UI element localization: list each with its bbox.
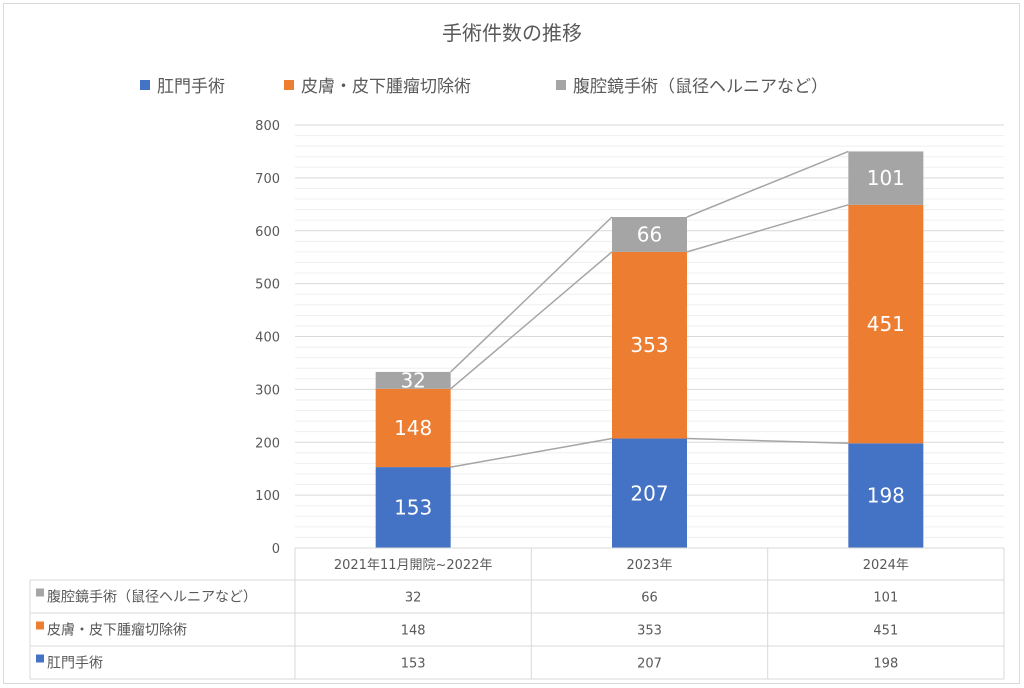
bar-segment <box>848 443 924 548</box>
table-cell: 198 <box>873 657 898 672</box>
y-tick-label: 500 <box>255 278 280 293</box>
series-line <box>686 204 849 253</box>
chart-title: 手術件数の推移 <box>442 21 582 45</box>
legend-label: 皮膚・皮下腫瘤切除術 <box>301 77 471 97</box>
data-label: 451 <box>867 312 905 336</box>
bar-segment <box>848 151 924 205</box>
y-tick-label: 800 <box>255 119 280 134</box>
data-label: 153 <box>394 496 432 520</box>
data-label: 32 <box>400 368 425 392</box>
bar-segment <box>612 438 687 548</box>
series-line <box>450 216 613 373</box>
table-cell: 101 <box>873 591 898 606</box>
table-cell: 353 <box>637 624 662 639</box>
y-tick-label: 600 <box>255 225 280 240</box>
bar-segment <box>848 204 924 444</box>
table-legend-key <box>36 621 44 630</box>
table-cell: 451 <box>873 624 898 639</box>
table-legend-key <box>36 654 44 663</box>
legend-label: 腹腔鏡手術（鼠径ヘルニアなど） <box>573 77 828 97</box>
data-label: 198 <box>867 484 905 508</box>
series-line <box>450 437 613 468</box>
y-tick-label: 700 <box>255 172 280 187</box>
category-label: 2021年11月開院~2022年 <box>334 558 493 573</box>
legend-swatch <box>140 80 150 90</box>
data-label: 353 <box>630 333 668 357</box>
data-label: 101 <box>867 166 905 190</box>
series-line <box>450 251 613 390</box>
table-cell: 148 <box>401 624 426 639</box>
y-tick-label: 0 <box>272 542 280 557</box>
data-label: 66 <box>637 222 662 246</box>
bar-segment <box>375 467 451 548</box>
data-label: 148 <box>394 416 432 440</box>
table-cell: 207 <box>637 657 662 672</box>
bar-segment <box>612 217 687 252</box>
table-row-label: 肛門手術 <box>47 656 103 672</box>
category-label: 2023年 <box>626 558 672 573</box>
table-row-label: 皮膚・皮下腫瘤切除術 <box>47 622 187 639</box>
table-cell: 153 <box>401 657 426 672</box>
table-legend-key <box>36 588 44 597</box>
bar-segment <box>375 388 451 468</box>
legend-swatch <box>284 80 294 90</box>
bar-segment <box>612 251 687 439</box>
bar-segment <box>375 371 451 389</box>
category-label: 2024年 <box>863 558 909 573</box>
table-row-label: 腹腔鏡手術（鼠径ヘルニアなど） <box>47 589 257 606</box>
y-tick-label: 400 <box>255 331 280 346</box>
y-tick-label: 100 <box>255 489 280 504</box>
legend-label: 肛門手術 <box>157 77 225 97</box>
table-cell: 32 <box>405 591 422 606</box>
series-line <box>686 150 849 218</box>
y-tick-label: 300 <box>255 383 280 398</box>
table-cell: 66 <box>641 591 658 606</box>
y-tick-label: 200 <box>255 436 280 451</box>
legend-swatch <box>556 80 566 90</box>
data-label: 207 <box>630 481 668 505</box>
series-line <box>686 437 849 445</box>
